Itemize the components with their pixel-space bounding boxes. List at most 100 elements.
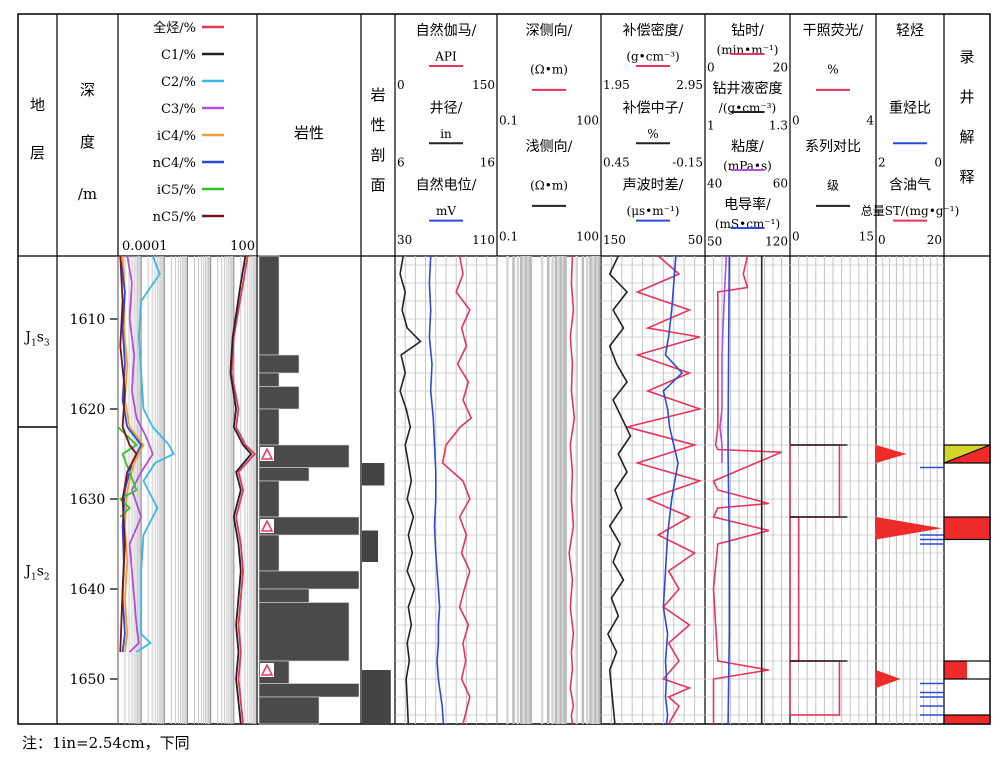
light-header-max-1: 0: [934, 155, 942, 169]
track-den-header-unit-1: %: [647, 127, 658, 141]
lithology-bed-14: [258, 683, 360, 698]
track-den-header-min-2: 150: [603, 233, 626, 247]
light-header-unit-2: 总量ST/(mg•g⁻¹): [861, 204, 960, 218]
track-drill-header-min-3: 50: [707, 234, 722, 248]
profile-title-char-3: 面: [370, 176, 385, 194]
gas-series-4: [121, 255, 145, 653]
gas-series-1: [229, 255, 253, 725]
gas-legend-label-7: nC5/%: [153, 210, 196, 225]
track-drill-header-unit-0: (min•m⁻¹): [717, 43, 779, 57]
formation-title-char-0: 地: [30, 96, 45, 114]
lithology-bed-4: [258, 408, 280, 446]
gas-series-7: [119, 255, 138, 653]
track-den-header-min-0: 1.95: [603, 78, 630, 92]
track-den-header-label-2: 声波时差/: [623, 178, 684, 194]
track-res-header-unit-1: (Ω•m): [530, 178, 568, 192]
depth-title-char-1: 度: [80, 133, 95, 151]
track-res-header-max-1: 100: [576, 230, 599, 244]
fluor-header-label-1: 系列对比: [805, 139, 861, 155]
fluor-header-min-1: 0: [792, 230, 800, 244]
lithology-bed-6: [258, 467, 310, 482]
depth-tick-label-4: 1650: [70, 672, 106, 688]
depth-tick-label-3: 1640: [70, 582, 106, 598]
track-den-series-1: [606, 255, 632, 725]
interp-title-char-1: 井: [959, 88, 974, 106]
depth-tick-label-1: 1620: [70, 402, 106, 418]
gas-legend-label-0: 全烃/%: [153, 20, 196, 36]
track-drill-header-label-1: 钻井液密度: [713, 80, 783, 97]
interp-zone-2-border: [943, 660, 991, 680]
track-drill-header-max-1: 1.3: [769, 118, 788, 132]
chart-frame: [17, 13, 991, 725]
footnote: 注：1in=2.54cm，下同: [22, 734, 190, 752]
lithology-bed-3: [258, 386, 300, 410]
st-peak-2: [876, 670, 901, 688]
fluor-header-min-0: 0: [792, 114, 800, 128]
interp-zone-3-border: [943, 714, 991, 725]
light-header-min-2: 0: [878, 233, 886, 247]
track-gr-header-unit-1: in: [440, 127, 452, 141]
depth-title-char-2: /m: [78, 185, 97, 203]
track-gr-header-label-1: 井径/: [430, 100, 463, 116]
track-den-header-label-0: 补偿密度/: [623, 22, 684, 39]
profile-title-char-0: 岩: [370, 86, 385, 104]
track-gr-series-0: [441, 255, 473, 725]
track-res-header-max-0: 100: [576, 114, 599, 128]
track-drill-header-unit-3: (mS•cm⁻¹): [715, 217, 780, 231]
interp-title-char-2: 解: [959, 128, 974, 146]
track-drill-header-label-0: 钻时/: [731, 23, 764, 39]
track-gr-header-unit-2: mV: [436, 204, 456, 218]
track-res-header-unit-0: (Ω•m): [530, 62, 568, 76]
track-gr-header-label-2: 自然电位/: [416, 177, 477, 194]
track-drill-header-max-2: 60: [773, 176, 788, 190]
lithology-bed-15: [258, 696, 320, 725]
lithology-bed-9: [258, 534, 280, 572]
profile-bed-0: [362, 463, 385, 486]
track-gr-header-max-0: 150: [472, 78, 495, 92]
track-res-header-min-1: 0.1: [499, 230, 518, 244]
interp-zone-2: [944, 661, 967, 679]
lithology-bed-7: [258, 480, 280, 518]
track-den-series-2: [662, 255, 684, 725]
gas-series-3: [126, 255, 154, 653]
track-den-header-max-2: 50: [688, 233, 703, 247]
gas-legend-label-3: C3/%: [161, 102, 196, 117]
oil-mark-0: [260, 447, 274, 460]
track-res-header-label-0: 深侧向/: [526, 23, 573, 39]
interp-title-char-0: 录: [959, 48, 974, 66]
track-den-header-min-1: 0.45: [603, 155, 630, 169]
track-res-header-min-0: 0.1: [499, 114, 518, 128]
track-drill-series-2: [719, 255, 728, 463]
track-den-header-label-1: 补偿中子/: [623, 100, 684, 116]
track-gr-series-1: [399, 255, 422, 725]
st-peak-1: [876, 517, 942, 540]
gas-legend-label-1: C1/%: [161, 48, 196, 63]
interp-zone-0-diag: [943, 444, 991, 464]
interp-title-char-3: 释: [959, 168, 974, 186]
depth-tick-label-0: 1610: [70, 312, 106, 328]
gas-legend-label-6: iC5/%: [157, 183, 196, 198]
interp-zone-3: [944, 715, 990, 724]
gas-series-6: [117, 426, 138, 518]
light-header-max-2: 20: [927, 233, 942, 247]
lithology-bed-1: [258, 354, 300, 374]
interp-zone-0-border: [943, 444, 991, 464]
lithology-bed-0: [258, 255, 280, 356]
track-drill-header-max-3: 120: [765, 234, 788, 248]
profile-bed-1: [362, 530, 378, 562]
fluor-header-max-0: 4: [866, 114, 874, 128]
fluor-header-label-0: 干照荧光/: [803, 22, 864, 39]
track-drill-header-label-2: 粘度/: [731, 139, 764, 155]
track-gr-header-min-2: 30: [397, 233, 412, 247]
fluor-header-unit-1: 级: [827, 178, 839, 192]
track-drill-header-min-2: 40: [707, 176, 722, 190]
depth-tick-label-2: 1630: [70, 492, 106, 508]
gas-legend-label-5: nC4/%: [153, 156, 196, 171]
interp-zone-2-dry: [967, 661, 990, 679]
oil-mark-2: [260, 663, 274, 676]
track-drill-header-unit-1: /(g•cm⁻³): [719, 101, 776, 115]
gas-scale-min: 0.0001: [122, 239, 168, 254]
formation-label-0: J1s3: [23, 330, 50, 349]
profile-title-char-2: 剖: [370, 146, 385, 164]
